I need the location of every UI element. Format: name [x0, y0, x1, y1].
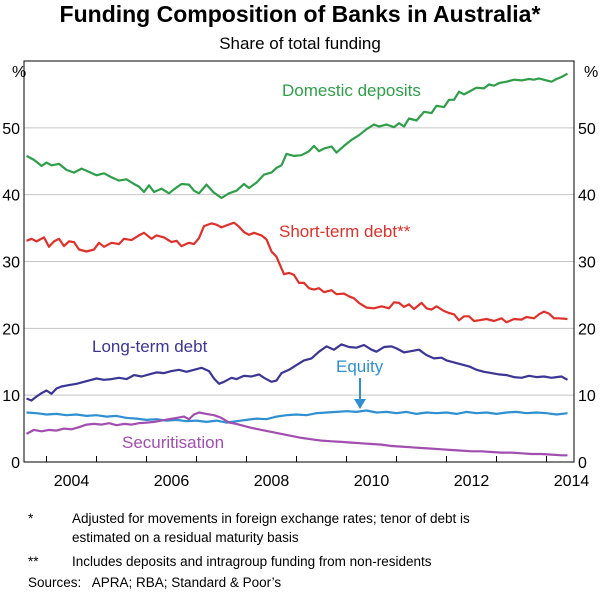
y-tick-right-20: 20 — [578, 321, 596, 338]
footnote-2: ** Includes deposits and intragroup fund… — [28, 552, 588, 572]
footnote-2-mark: ** — [28, 554, 39, 569]
funding-composition-chart: Funding Composition of Banks in Australi… — [2, 1, 598, 490]
series-label-equity: Equity — [336, 357, 384, 376]
y-tick-left-30: 30 — [2, 255, 20, 272]
chart-title: Funding Composition of Banks in Australi… — [60, 1, 541, 27]
series-line-long-term-debt — [26, 343, 569, 402]
sources-text: Sources: APRA; RBA; Standard & Poor’s — [28, 575, 282, 590]
x-tick-label-2006: 2006 — [154, 473, 190, 490]
y-tick-right-10: 10 — [578, 388, 596, 405]
y-axis-unit-right: % — [584, 64, 598, 81]
y-tick-right-50: 50 — [578, 121, 596, 138]
y-tick-right-0: 0 — [578, 455, 587, 472]
series-label-domestic-deposits: Domestic deposits — [282, 81, 421, 100]
series-line-short-term-debt — [26, 221, 568, 324]
footnote-1: * Adjusted for movements in foreign exch… — [28, 509, 588, 549]
y-tick-right-40: 40 — [578, 188, 596, 205]
x-tick-label-2010: 2010 — [354, 473, 390, 490]
y-tick-right-30: 30 — [578, 255, 596, 272]
sources-note: Sources: APRA; RBA; Standard & Poor’s — [28, 573, 588, 593]
footnote-1-line-2: estimated on a residual maturity basis — [72, 530, 299, 545]
series-label-long-term-debt: Long-term debt — [92, 337, 208, 356]
chart-subtitle: Share of total funding — [219, 34, 381, 53]
y-tick-left-50: 50 — [2, 121, 20, 138]
equity-arrow — [354, 378, 366, 409]
series-label-securitisation: Securitisation — [122, 433, 224, 452]
x-tick-label-2012: 2012 — [454, 473, 490, 490]
y-tick-left-10: 10 — [2, 388, 20, 405]
series-line-equity — [26, 409, 568, 424]
series-line-domestic-deposits — [25, 72, 569, 200]
plot-frame — [23, 60, 575, 463]
series-line-securitisation — [25, 411, 568, 457]
y-axis-unit-left: % — [12, 64, 26, 81]
x-tick-label-2004: 2004 — [54, 473, 90, 490]
x-tick-label-2008: 2008 — [254, 473, 290, 490]
series-label-short-term-debt: Short-term debt** — [279, 222, 411, 241]
y-tick-left-0: 0 — [11, 455, 20, 472]
footnote-2-text: Includes deposits and intragroup funding… — [72, 554, 432, 569]
y-tick-left-40: 40 — [2, 188, 20, 205]
footnote-1-line-1: Adjusted for movements in foreign exchan… — [72, 511, 470, 526]
x-tick-label-2014: 2014 — [554, 473, 590, 490]
y-tick-left-20: 20 — [2, 321, 20, 338]
footnote-1-mark: * — [28, 511, 34, 526]
footnote-1-text: Adjusted for movements in foreign exchan… — [72, 509, 592, 547]
